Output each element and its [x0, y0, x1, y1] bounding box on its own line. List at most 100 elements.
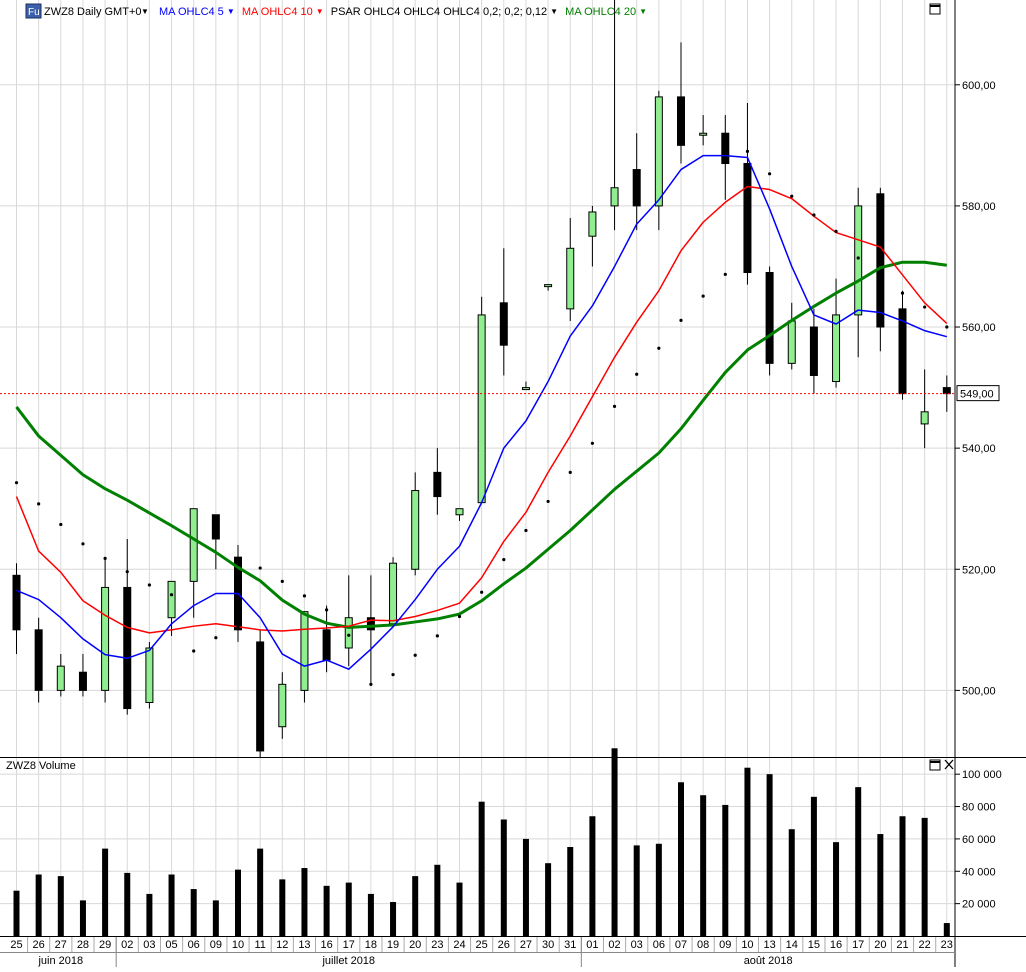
volume-bar: [500, 819, 507, 936]
psar-dot: [369, 682, 373, 686]
psar-dot: [125, 570, 129, 574]
candle: [765, 266, 774, 376]
month-label: août 2018: [744, 955, 793, 967]
psar-dot: [258, 566, 262, 570]
symbol-label[interactable]: ZWZ8 Daily GMT+0: [44, 6, 141, 18]
candle: [477, 296, 486, 504]
volume-bar: [79, 900, 86, 936]
candle: [34, 617, 43, 703]
candle-body-down: [632, 169, 641, 207]
candle: [411, 472, 420, 576]
symbol-dropdown-icon[interactable]: ▼: [141, 7, 149, 16]
candle: [211, 514, 220, 570]
candle-body-up: [699, 132, 708, 136]
instrument-badge-label: Fu: [28, 7, 40, 18]
indicator-legend-label[interactable]: MA OHLC4 20: [565, 6, 636, 18]
candle-body-down: [721, 132, 730, 165]
date-tick-label: 24: [453, 939, 465, 951]
volume-bar: [921, 817, 928, 936]
date-tick-label: 14: [786, 939, 798, 951]
psar-dot: [878, 275, 882, 279]
instrument-badge[interactable]: [25, 3, 42, 19]
volume-bar: [810, 796, 817, 936]
candle-body-up: [56, 665, 65, 691]
candle: [101, 557, 110, 703]
psar-dot: [524, 528, 528, 533]
psar-dot: [302, 594, 307, 598]
candle-body-up: [189, 508, 198, 582]
date-tick-label: 13: [763, 939, 775, 951]
candle-body-up: [411, 490, 420, 570]
indicator-dropdown-icon[interactable]: ▼: [639, 7, 647, 16]
candle-body-down: [322, 629, 331, 661]
date-tick-label: 27: [520, 939, 532, 951]
close-volume-panel-icon[interactable]: [944, 759, 954, 770]
psar-dot: [546, 499, 550, 504]
volume-bar: [522, 838, 529, 936]
date-tick-label: 23: [431, 939, 443, 951]
candle-body-down: [677, 96, 685, 146]
date-tick-label: 21: [896, 939, 908, 951]
volume-bar: [35, 874, 42, 936]
indicator-legend-label[interactable]: MA OHLC4 5: [159, 6, 224, 18]
candle-body-down: [743, 163, 752, 274]
volume-bar: [899, 816, 906, 936]
psar-dot: [147, 583, 151, 587]
candle: [344, 575, 353, 667]
indicator-dropdown-icon[interactable]: ▼: [316, 7, 324, 16]
psar-dot: [435, 634, 439, 638]
psar-dot: [169, 593, 174, 597]
volume-bar: [323, 885, 330, 936]
indicator-legend-label[interactable]: PSAR OHLC4 OHLC4 OHLC4 0,2; 0,2; 0,12: [331, 6, 547, 18]
candle: [809, 308, 818, 394]
psar-dot: [834, 229, 838, 233]
psar-dot: [900, 291, 905, 295]
maximize-volume-panel-icon[interactable]: [929, 759, 941, 771]
volume-bar: [722, 804, 729, 936]
candle: [787, 302, 796, 370]
candle-body-down: [366, 617, 375, 631]
psar-dot: [457, 614, 462, 619]
psar-dot: [701, 294, 705, 298]
candle: [920, 369, 929, 449]
psar-dot: [768, 172, 772, 176]
maximize-price-panel-icon[interactable]: [929, 3, 941, 15]
volume-bar: [124, 872, 131, 936]
volume-bar: [567, 847, 574, 936]
psar-dot: [37, 502, 41, 506]
date-tick-label: 20: [409, 939, 421, 951]
candle: [588, 205, 597, 267]
volume-bar: [168, 874, 175, 936]
volume-bar: [301, 868, 308, 936]
volume-bar: [57, 876, 64, 936]
psar-dot: [413, 653, 417, 657]
volume-bar: [412, 876, 419, 936]
psar-dot: [679, 318, 683, 322]
candle-body-down: [809, 326, 818, 376]
indicator-legend-label[interactable]: MA OHLC4 10: [242, 6, 313, 18]
candle-body-up: [344, 617, 353, 649]
price-tick-label: 600,00: [962, 80, 996, 92]
date-tick-label: 17: [343, 939, 355, 951]
date-tick-label: 11: [254, 939, 265, 951]
psar-dot: [81, 542, 85, 546]
candle: [300, 611, 309, 703]
psar-dot: [214, 636, 218, 640]
psar-dot: [657, 346, 661, 350]
indicator-dropdown-icon[interactable]: ▼: [227, 7, 235, 16]
volume-bar: [788, 829, 795, 936]
psar-dot: [635, 372, 639, 376]
psar-dot: [612, 404, 617, 408]
indicator-dropdown-icon[interactable]: ▼: [550, 7, 558, 16]
date-tick-label: 03: [143, 939, 155, 951]
volume-bar: [655, 843, 662, 936]
candle: [322, 605, 331, 673]
volume-bar: [235, 869, 241, 936]
candle: [876, 187, 885, 352]
candle-body-up: [521, 387, 530, 391]
date-tick-label: 02: [608, 939, 620, 951]
ma20-line: [15, 260, 948, 629]
date-tick-label: 18: [365, 939, 377, 951]
candle: [521, 381, 530, 391]
psar-dot: [502, 557, 506, 562]
